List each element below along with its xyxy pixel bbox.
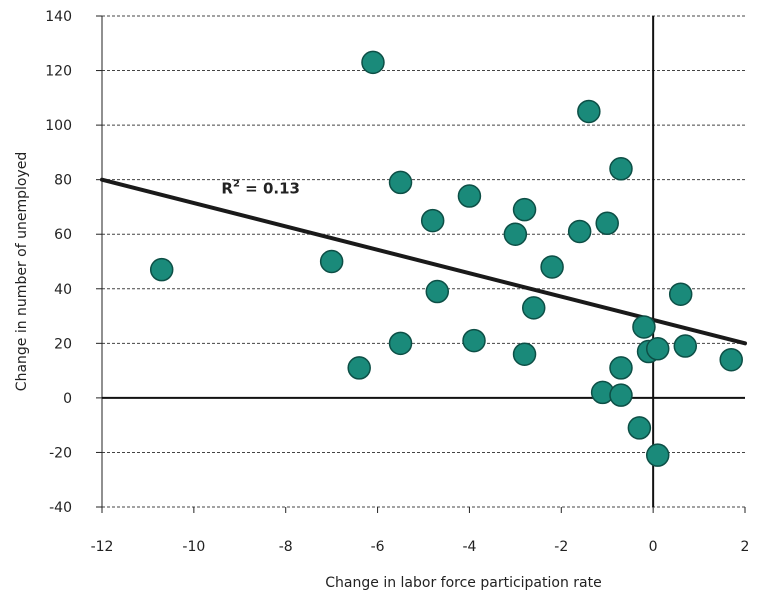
r-squared-annotation: R2 = 0.13	[221, 178, 300, 197]
y-tick-label: -20	[49, 445, 72, 461]
data-point	[457, 184, 482, 208]
y-tick-label: -40	[49, 500, 72, 516]
x-tick-label: -10	[182, 539, 205, 555]
x-tick-label: -2	[554, 539, 568, 555]
y-tick-label: 100	[45, 118, 72, 134]
data-point	[595, 211, 619, 236]
trendline-group	[100, 177, 747, 346]
x-tick-label: -8	[279, 539, 293, 555]
data-point	[609, 356, 633, 380]
data-point	[719, 347, 743, 372]
data-point	[632, 315, 656, 339]
data-point	[645, 443, 670, 467]
y-tick-label: 140	[45, 9, 72, 25]
data-point	[609, 383, 633, 407]
gridlines	[102, 15, 745, 508]
axes	[96, 15, 746, 513]
y-tick-label: 120	[45, 64, 72, 80]
data-point	[577, 99, 601, 124]
r-squared-value: = 0.13	[240, 179, 300, 197]
data-point	[420, 208, 445, 233]
r-squared-base: R	[221, 179, 233, 197]
y-tick-label: 20	[54, 336, 72, 352]
data-point	[503, 222, 528, 246]
x-axis-title: Change in labor force participation rate	[325, 575, 601, 591]
data-point	[567, 219, 592, 244]
data-point	[627, 416, 652, 440]
data-point	[425, 279, 450, 304]
data-point	[361, 50, 385, 75]
data-points	[149, 50, 743, 467]
y-tick-label: 0	[63, 391, 72, 407]
trendline	[100, 177, 747, 346]
data-point	[347, 356, 371, 380]
data-point	[388, 331, 413, 356]
x-tick-label: -12	[91, 539, 114, 555]
data-point	[645, 337, 670, 361]
data-point	[540, 255, 564, 279]
y-axis-title: Change in number of unemployed	[14, 152, 30, 391]
data-point	[512, 197, 537, 222]
y-tick-label: 40	[54, 282, 72, 298]
data-point	[668, 282, 693, 306]
data-point	[512, 342, 537, 366]
data-point	[673, 334, 698, 358]
data-point	[609, 157, 633, 181]
y-tick-label: 60	[54, 227, 72, 243]
x-tick-label: 2	[741, 539, 750, 555]
data-point	[388, 170, 413, 195]
y-tick-label: 80	[54, 173, 72, 189]
data-point	[521, 296, 546, 320]
data-point	[319, 249, 344, 274]
data-point	[462, 328, 486, 353]
x-tick-label: -4	[462, 539, 476, 555]
r-squared-superscript: 2	[233, 178, 240, 189]
x-tick-label: -6	[371, 539, 385, 555]
data-point	[149, 257, 174, 282]
x-tick-label: 0	[649, 539, 658, 555]
